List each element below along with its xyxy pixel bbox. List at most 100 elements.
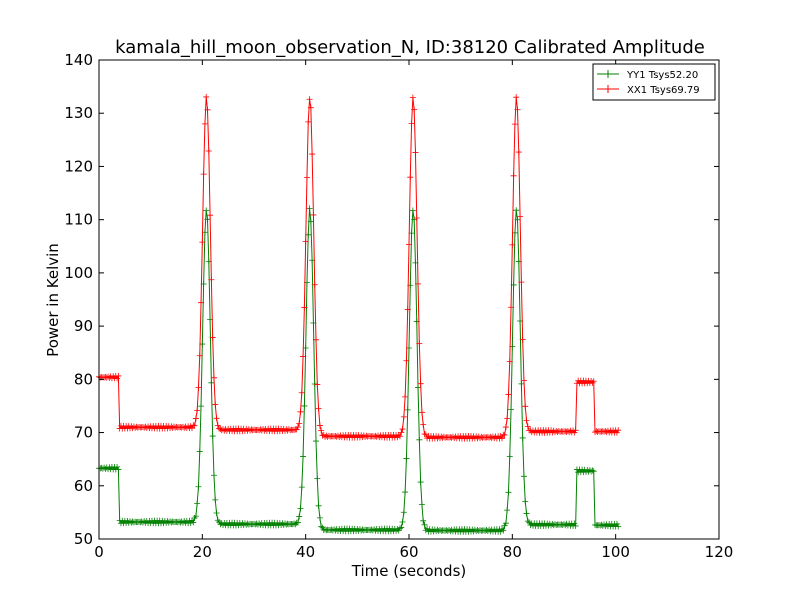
data-point [190, 422, 197, 429]
data-point [315, 405, 322, 412]
data-point [522, 403, 529, 410]
data-point [505, 489, 512, 496]
data-point [297, 408, 304, 415]
data-point [398, 429, 405, 436]
series-line [98, 96, 619, 440]
data-point [311, 281, 318, 288]
data-point [613, 429, 620, 436]
data-point [409, 94, 416, 101]
data-point [510, 172, 517, 179]
data-point [306, 96, 313, 103]
data-point [403, 455, 410, 462]
data-point [520, 473, 527, 480]
data-point [416, 340, 423, 347]
data-point [407, 174, 414, 181]
legend-label: XX1 Tsys69.79 [627, 85, 700, 96]
series-0 [96, 205, 622, 535]
x-tick-label: 40 [296, 543, 315, 561]
series-1 [96, 93, 622, 442]
data-point [508, 304, 515, 311]
data-point [213, 415, 220, 422]
data-point [519, 336, 526, 343]
data-point [523, 417, 530, 424]
data-point [415, 384, 422, 391]
data-point [309, 151, 316, 158]
data-point [201, 120, 208, 127]
data-point [301, 402, 308, 409]
data-point [302, 238, 309, 245]
data-point [209, 334, 216, 341]
data-point [314, 475, 321, 482]
data-point [527, 522, 534, 529]
data-point [500, 527, 507, 534]
plot-frame [98, 59, 720, 540]
data-point [502, 520, 509, 527]
data-point [571, 520, 578, 527]
y-tick-label: 90 [74, 317, 93, 335]
legend-marker [604, 70, 612, 78]
data-point [411, 106, 418, 113]
chart-title: kamala_hill_moon_observation_N, ID:38120… [115, 37, 705, 58]
data-point [217, 521, 224, 528]
data-point [190, 519, 197, 526]
data-point [522, 498, 529, 505]
y-tick-label: 140 [64, 51, 93, 69]
data-point [613, 520, 620, 527]
data-point [315, 502, 322, 509]
data-point [499, 435, 505, 442]
data-point [590, 378, 597, 385]
data-point [210, 472, 217, 479]
data-point [526, 519, 533, 526]
data-point [517, 213, 524, 220]
data-point [207, 212, 214, 219]
data-point [404, 406, 411, 413]
data-point [187, 520, 194, 527]
data-point [420, 517, 427, 524]
y-tick-label: 60 [74, 477, 93, 495]
data-point [513, 94, 520, 101]
data-point [318, 427, 325, 434]
data-point [417, 479, 424, 486]
legend-box [592, 63, 716, 101]
data-point [306, 205, 313, 212]
ticks-layer: 0 20 40 60 80 100 120 50 60 70 80 90 100 110 120 130 140 [64, 51, 733, 561]
data-point [204, 106, 211, 113]
data-point [115, 466, 122, 473]
data-point [316, 422, 323, 429]
data-point [524, 518, 531, 525]
data-point [194, 500, 201, 507]
data-point [506, 358, 513, 365]
data-point [297, 505, 304, 512]
data-point [514, 106, 521, 113]
data-point [502, 424, 509, 431]
legend: YY1 Tsys52.20 XX1 Tsys69.79 [592, 63, 716, 101]
x-tick-label: 120 [705, 543, 734, 561]
data-point [589, 467, 596, 474]
data-point [515, 149, 522, 156]
y-tick-label: 120 [64, 157, 93, 175]
data-point [519, 434, 526, 441]
y-tick-label: 70 [74, 424, 93, 442]
data-point [200, 171, 207, 178]
data-point [416, 436, 423, 443]
data-point [198, 299, 205, 306]
y-axis-title: Power in Kelvin [44, 243, 62, 357]
data-point [424, 525, 431, 532]
data-point [394, 526, 401, 533]
data-point [501, 432, 508, 439]
series-layer [96, 93, 622, 535]
data-point [196, 448, 203, 455]
data-point [409, 207, 416, 214]
data-point [300, 453, 307, 460]
data-point [205, 148, 212, 155]
data-point [318, 523, 325, 530]
data-point [402, 393, 409, 400]
data-point [511, 121, 518, 128]
data-point [420, 421, 427, 428]
data-point [191, 422, 198, 429]
data-point [296, 513, 303, 520]
data-point [404, 306, 411, 313]
data-point [417, 380, 424, 387]
data-point [291, 520, 298, 527]
data-point [310, 211, 317, 218]
